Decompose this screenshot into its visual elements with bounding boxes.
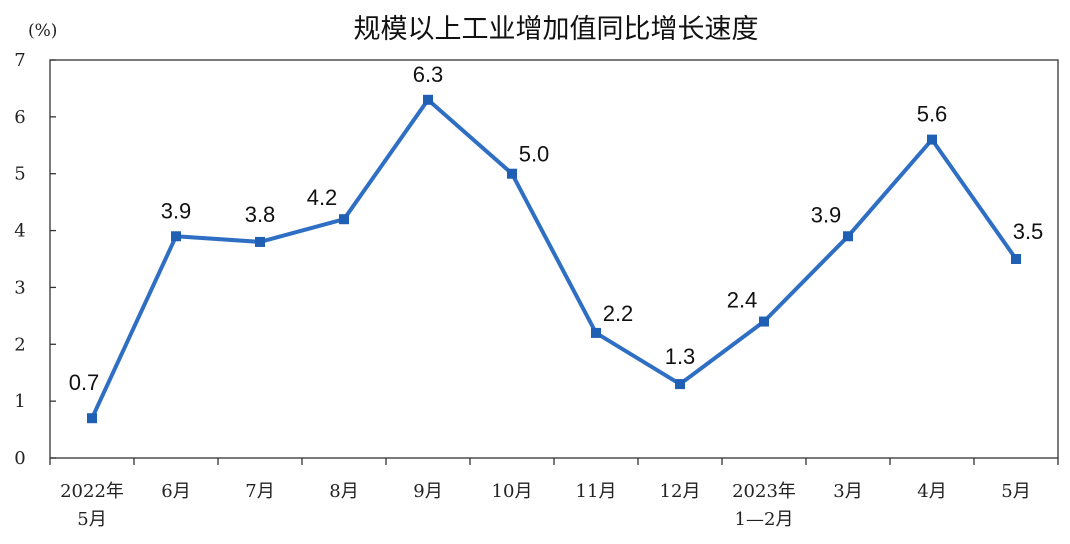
x-tick-label: 11月 [576, 481, 617, 502]
data-point [171, 231, 181, 242]
data-point [1011, 254, 1021, 264]
y-tick-label: 0 [14, 448, 25, 469]
data-point [507, 168, 517, 179]
data-label: 5.0 [519, 142, 550, 167]
x-tick-label: 3月 [833, 481, 862, 502]
data-point [339, 214, 349, 225]
data-label: 5.6 [917, 102, 948, 127]
x-tick-label: 4月 [917, 481, 946, 502]
y-tick-label: 6 [14, 107, 25, 128]
data-point [675, 379, 685, 390]
x-tick-label: 1—2月 [735, 509, 794, 530]
data-point [423, 94, 433, 105]
data-label: 2.2 [603, 301, 634, 326]
data-point [255, 236, 265, 247]
data-label: 0.7 [69, 370, 100, 395]
data-label: 3.9 [161, 198, 192, 223]
data-point [843, 231, 853, 242]
x-axis: 2022年 5月 6月 7月 8月 9月 10月 11月 12月 2023年 1—2月 3月 4月 5月 [49, 458, 1059, 530]
x-tick-label: 5月 [77, 509, 106, 530]
x-tick-label: 7月 [245, 481, 274, 502]
data-label: 3.9 [811, 202, 842, 227]
data-label: 4.2 [307, 185, 338, 210]
data-point [87, 413, 97, 424]
x-tick-label: 5月 [1001, 481, 1030, 502]
data-point [591, 327, 601, 338]
y-tick-label: 3 [14, 277, 25, 298]
x-tick-label: 6月 [161, 481, 190, 502]
x-tick-label: 2022年 [60, 481, 124, 502]
series-layer [87, 94, 1021, 424]
data-label: 2.4 [727, 288, 758, 313]
y-tick-label: 1 [14, 391, 25, 412]
y-tick-label: 7 [14, 50, 25, 71]
y-tick-label: 2 [14, 334, 25, 355]
x-tick-label: 8月 [329, 481, 358, 502]
chart-title: 规模以上工业增加值同比增长速度 [354, 14, 759, 45]
series-line [90, 97, 1018, 421]
y-tick-label: 4 [14, 221, 25, 242]
x-tick-label: 2023年 [732, 481, 796, 502]
plot-frame [49, 59, 1059, 459]
data-label: 1.3 [665, 344, 696, 369]
data-point [759, 316, 769, 327]
data-label: 3.5 [1013, 219, 1044, 244]
y-tick-label: 5 [14, 164, 25, 185]
x-tick-label: 10月 [492, 481, 533, 502]
y-axis: 0 1 2 3 4 5 6 7 [14, 50, 56, 469]
x-tick-label: 12月 [660, 481, 701, 502]
x-tick-label: 9月 [413, 481, 442, 502]
data-labels: 0.7 3.9 3.8 4.2 6.3 5.0 2.2 1.3 2.4 3.9 5.6 3.5 [69, 62, 1044, 395]
y-axis-unit: (%) [28, 21, 57, 41]
data-point [927, 134, 937, 145]
data-label: 6.3 [413, 62, 444, 87]
data-label: 3.8 [245, 202, 276, 227]
